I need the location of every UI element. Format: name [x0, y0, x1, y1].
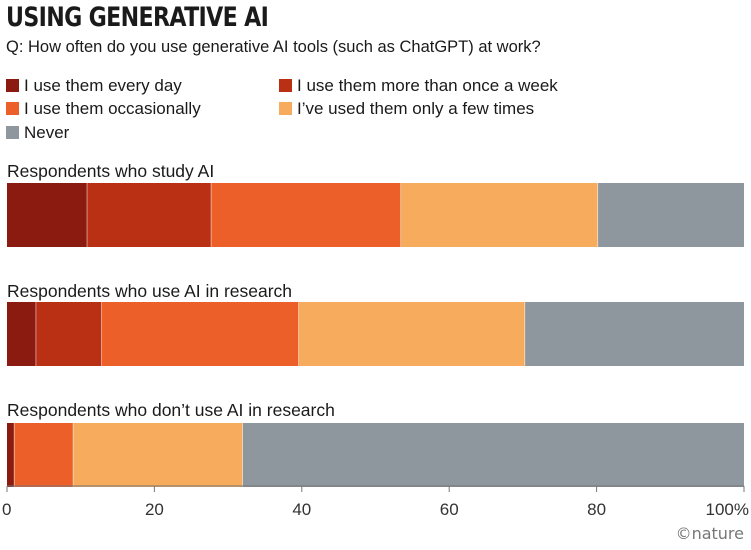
legend-item-occasionally: I use them occasionally — [6, 99, 201, 119]
legend-label: I use them every day — [24, 76, 182, 95]
bar-segment — [7, 302, 37, 366]
bar-segment — [242, 423, 744, 487]
chart-title: USING GENERATIVE AI — [6, 2, 269, 33]
legend-swatch — [279, 102, 292, 115]
category-label: Respondents who study AI — [7, 161, 214, 181]
bar-segment — [211, 183, 402, 247]
legend-item-never: Never — [6, 123, 69, 143]
bar-segment — [73, 423, 243, 487]
legend-item-every-day: I use them every day — [6, 76, 182, 96]
bar-segment — [598, 183, 744, 247]
x-tick-label: 80 — [587, 500, 606, 519]
bar-segment — [36, 302, 102, 366]
credit-text: ©nature — [676, 524, 744, 543]
legend-label: I use them more than once a week — [297, 76, 558, 95]
category-label: Respondents who don’t use AI in research — [7, 400, 335, 420]
bar-segment — [7, 423, 15, 487]
legend-swatch — [6, 79, 19, 92]
legend-swatch — [6, 126, 19, 139]
bar-segment — [525, 302, 744, 366]
x-tick-label: 0 — [2, 500, 11, 519]
plot-area: Respondents who study AI Respondents who … — [7, 161, 744, 487]
bar-segment — [101, 302, 299, 366]
bar-segment — [14, 423, 74, 487]
legend-item-weekly: I use them more than once a week — [279, 76, 558, 96]
x-axis: 0 20 40 60 80 100% — [2, 486, 749, 519]
category-label: Respondents who use AI in research — [7, 281, 292, 301]
x-tick-label: 40 — [292, 500, 311, 519]
legend-label: I use them occasionally — [24, 99, 201, 118]
bar-segment — [401, 183, 599, 247]
legend-swatch — [279, 79, 292, 92]
bar-segment — [298, 302, 526, 366]
bar-segment — [7, 183, 88, 247]
bar-segment — [87, 183, 212, 247]
legend-item-few-times: I’ve used them only a few times — [279, 99, 534, 119]
legend-swatch — [6, 102, 19, 115]
legend-label: I’ve used them only a few times — [297, 99, 535, 118]
x-tick-label: 100% — [706, 500, 749, 519]
x-tick-label: 60 — [440, 500, 459, 519]
x-tick-label: 20 — [145, 500, 164, 519]
legend-label: Never — [24, 123, 70, 142]
chart-subtitle: Q: How often do you use generative AI to… — [6, 38, 541, 56]
